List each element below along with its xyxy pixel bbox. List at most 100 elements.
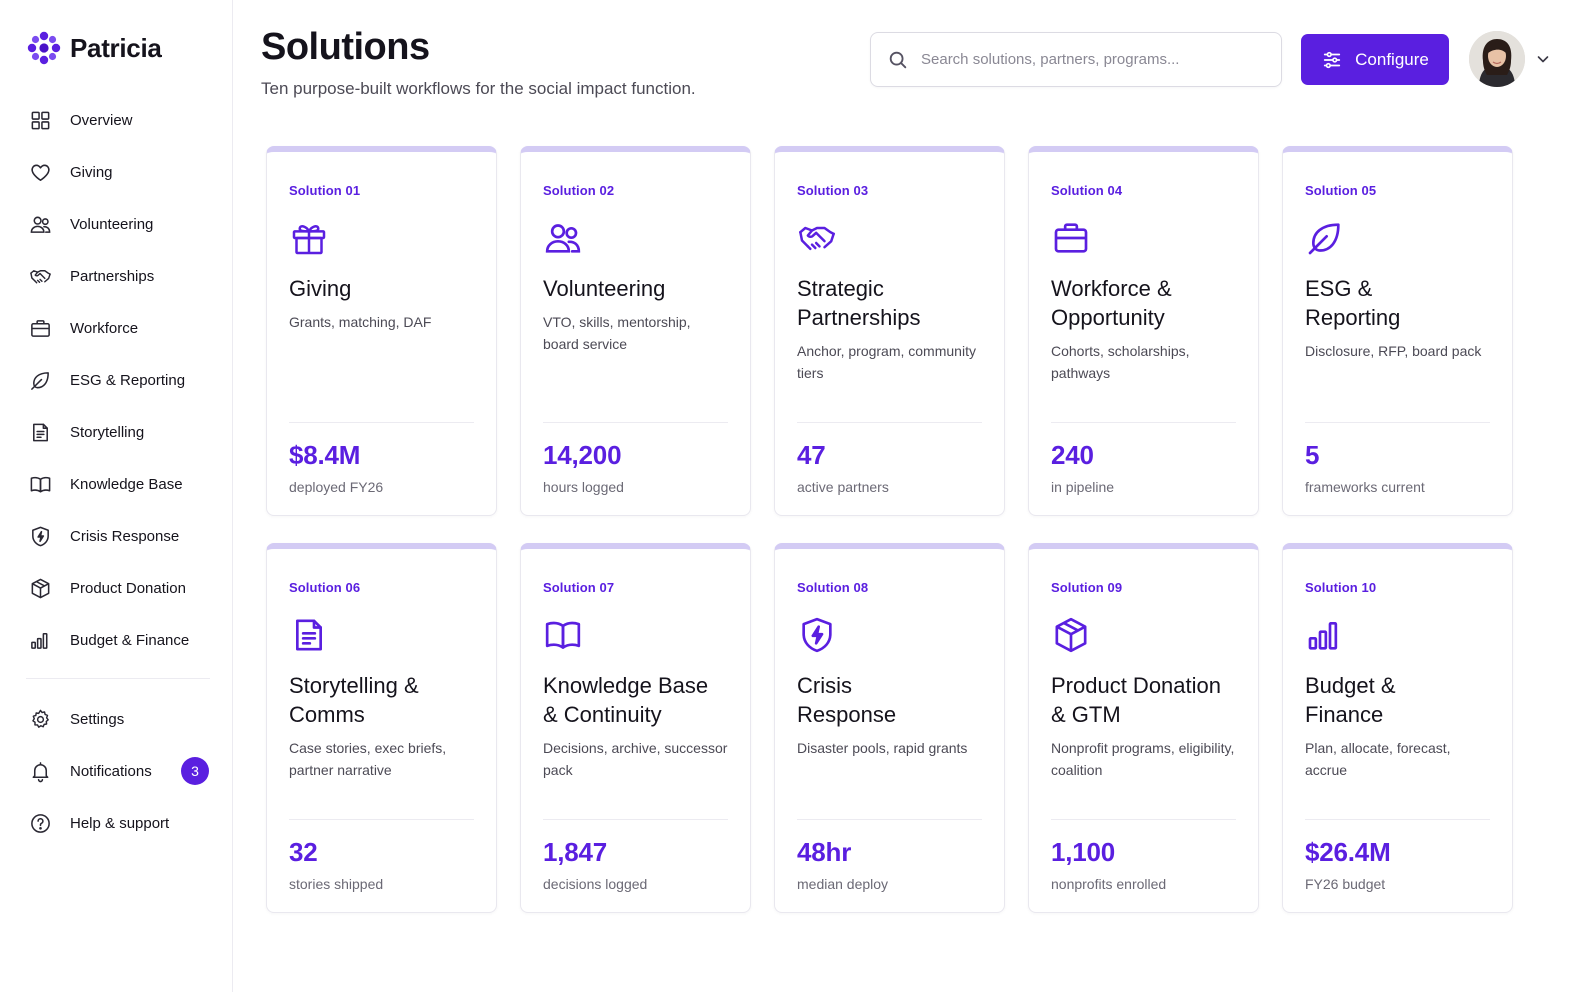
card-divider <box>797 422 982 423</box>
sidebar-nav: Overview Giving Volunteering Partnerships Wo… <box>0 94 232 666</box>
solution-title: Knowledge Base & Continuity <box>543 673 709 727</box>
sidebar-item-label: Budget & Finance <box>70 631 190 649</box>
solution-tag: Solution 06 <box>289 580 361 595</box>
sidebar-item-label: Knowledge Base <box>70 475 183 493</box>
sidebar-item-partnerships[interactable]: Partnerships <box>0 250 232 302</box>
leaf-icon <box>1305 218 1345 258</box>
search-box[interactable] <box>870 32 1282 87</box>
solution-description: Cohorts, scholarships, pathways <box>1051 343 1190 381</box>
solution-metric-label: active partners <box>797 479 889 495</box>
sidebar: Patricia Overview Giving Volunteering Partn… <box>0 0 233 992</box>
sidebar-item-workforce[interactable]: Workforce <box>0 302 232 354</box>
sidebar-footer: Settings Notifications 3 Help & support <box>0 693 232 849</box>
solution-title: Crisis Response <box>797 673 897 727</box>
solution-metric: 32 <box>289 837 318 867</box>
leaf-icon <box>28 368 52 392</box>
sidebar-item-product-donation[interactable]: Product Donation <box>0 562 232 614</box>
sidebar-item-crisis-response[interactable]: Crisis Response <box>0 510 232 562</box>
solution-tag: Solution 04 <box>1051 183 1123 198</box>
sidebar-item-giving[interactable]: Giving <box>0 146 232 198</box>
heart-icon <box>28 160 52 184</box>
page-title: Solutions <box>261 26 430 68</box>
solutions-grid: Solution 01 Giving Grants, matching, DAF… <box>266 146 1513 913</box>
sidebar-item-label: Giving <box>70 163 113 181</box>
search-icon <box>889 51 907 68</box>
solution-title: Product Donation & GTM <box>1051 673 1221 727</box>
configure-button[interactable]: Configure <box>1301 34 1449 85</box>
notification-count-badge: 3 <box>181 757 209 785</box>
solution-metric: $26.4M <box>1305 837 1391 867</box>
card-divider <box>797 819 982 820</box>
configure-label: Configure <box>1355 49 1429 69</box>
solution-description: Disaster pools, rapid grants <box>797 740 968 756</box>
gift-icon <box>289 218 329 258</box>
solution-tag: Solution 03 <box>797 183 869 198</box>
box-icon <box>1051 615 1091 655</box>
sidebar-item-notifications[interactable]: Notifications 3 <box>0 745 232 797</box>
solution-metric-label: hours logged <box>543 479 624 495</box>
card-divider <box>1305 819 1490 820</box>
bar-chart-icon <box>1305 615 1345 655</box>
solution-card-budget-and-finance[interactable]: Solution 10 Budget & Finance Plan, alloc… <box>1282 543 1513 913</box>
solution-card-product-donation-and-gtm[interactable]: Solution 09 Product Donation & GTM Nonpr… <box>1028 543 1259 913</box>
sidebar-item-storytelling[interactable]: Storytelling <box>0 406 232 458</box>
sidebar-item-esg-and-reporting[interactable]: ESG & Reporting <box>0 354 232 406</box>
sidebar-item-volunteering[interactable]: Volunteering <box>0 198 232 250</box>
solution-title: ESG & Reporting <box>1305 276 1401 330</box>
solution-tag: Solution 02 <box>543 183 615 198</box>
solution-card-storytelling-and-comms[interactable]: Solution 06 Storytelling & Comms Case st… <box>266 543 497 913</box>
brand-logo-icon <box>27 31 61 65</box>
bell-icon <box>28 759 52 783</box>
solution-tag: Solution 09 <box>1051 580 1123 595</box>
chevron-down-icon[interactable] <box>1535 51 1551 67</box>
solution-card-strategic-partnerships[interactable]: Solution 03 Strategic Partnerships Ancho… <box>774 146 1005 516</box>
sidebar-item-settings[interactable]: Settings <box>0 693 232 745</box>
user-menu[interactable] <box>1469 31 1551 87</box>
solution-metric: $8.4M <box>289 440 361 470</box>
solution-description: Decisions, archive, successor pack <box>543 740 728 778</box>
card-divider <box>1051 422 1236 423</box>
sidebar-item-label: Settings <box>70 710 125 728</box>
solution-card-giving[interactable]: Solution 01 Giving Grants, matching, DAF… <box>266 146 497 516</box>
solution-title: Workforce & Opportunity <box>1051 276 1172 330</box>
briefcase-icon <box>1051 218 1091 258</box>
solution-title: Giving <box>289 276 352 301</box>
solution-card-volunteering[interactable]: Solution 02 Volunteering VTO, skills, me… <box>520 146 751 516</box>
avatar[interactable] <box>1469 31 1525 87</box>
sidebar-item-help-and-support[interactable]: Help & support <box>0 797 232 849</box>
solution-metric-label: decisions logged <box>543 876 648 892</box>
solution-card-knowledge-base-and-continuity[interactable]: Solution 07 Knowledge Base & Continuity … <box>520 543 751 913</box>
card-divider <box>289 819 474 820</box>
sidebar-item-budget-and-finance[interactable]: Budget & Finance <box>0 614 232 666</box>
main-content: Solutions Ten purpose-built workflows fo… <box>233 0 1586 992</box>
brand[interactable]: Patricia <box>0 28 232 68</box>
users-icon <box>543 218 583 258</box>
card-divider <box>289 422 474 423</box>
sidebar-item-overview[interactable]: Overview <box>0 94 232 146</box>
solution-card-crisis-response[interactable]: Solution 08 Crisis Response Disaster poo… <box>774 543 1005 913</box>
sidebar-item-label: Overview <box>70 111 133 129</box>
solution-title: Strategic Partnerships <box>797 276 921 330</box>
solution-description: Nonprofit programs, eligibility, coaliti… <box>1051 740 1235 778</box>
book-icon <box>28 472 52 496</box>
grid-icon <box>28 108 52 132</box>
sidebar-item-label: Crisis Response <box>70 527 180 545</box>
bar-chart-icon <box>28 628 52 652</box>
solution-card-workforce-and-opportunity[interactable]: Solution 04 Workforce & Opportunity Coho… <box>1028 146 1259 516</box>
sidebar-item-label: Volunteering <box>70 215 154 233</box>
sidebar-item-label: Workforce <box>70 319 139 337</box>
sidebar-item-knowledge-base[interactable]: Knowledge Base <box>0 458 232 510</box>
solution-metric-label: in pipeline <box>1051 479 1115 495</box>
solution-title: Volunteering <box>543 276 666 301</box>
search-input[interactable] <box>921 51 1261 68</box>
sliders-icon <box>1323 51 1341 68</box>
solution-description: VTO, skills, mentorship, board service <box>543 314 691 352</box>
sidebar-item-label: Partnerships <box>70 267 155 285</box>
sidebar-divider <box>26 678 210 679</box>
solution-card-esg-and-reporting[interactable]: Solution 05 ESG & Reporting Disclosure, … <box>1282 146 1513 516</box>
sidebar-item-label: Storytelling <box>70 423 145 441</box>
solution-metric: 1,847 <box>543 837 608 867</box>
brand-name: Patricia <box>70 32 162 63</box>
solution-metric-label: deployed FY26 <box>289 479 384 495</box>
